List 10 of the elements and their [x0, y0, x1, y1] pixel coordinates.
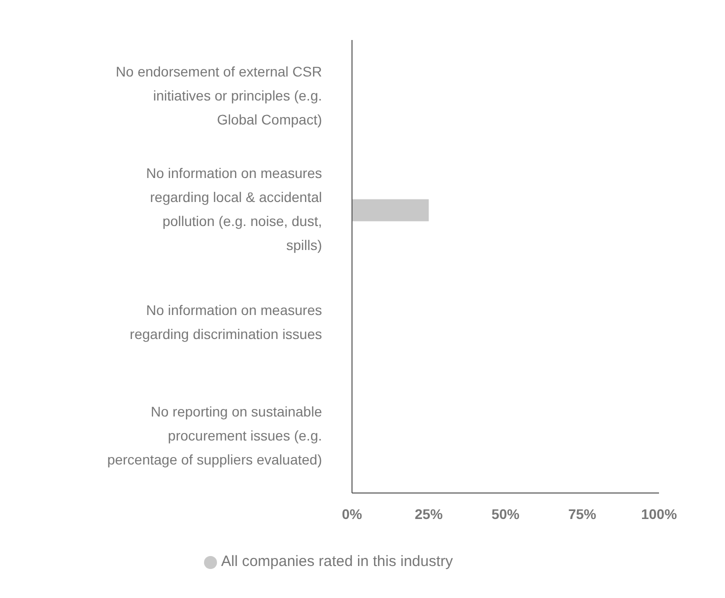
x-tick-label: 50%	[491, 506, 520, 522]
legend-label: All companies rated in this industry	[221, 553, 453, 570]
y-tick-label: No reporting on sustainable procurement issues (e.g. percentage of suppliers evaluated)	[107, 403, 322, 468]
y-tick-label: No information on measures regarding discrimination issues	[130, 302, 322, 342]
x-tick-label: 100%	[641, 506, 678, 522]
x-tick-label: 75%	[568, 506, 597, 522]
x-tick-label: 25%	[414, 506, 444, 522]
y-tick-label: No information on measures regarding local & accidental pollution (e.g. noise, dust, spills)	[146, 164, 322, 253]
x-tick-label: 0%	[342, 506, 363, 522]
y-tick-label: No endorsement of external CSR initiatives or principles (e.g. Global Compact)	[116, 63, 322, 128]
